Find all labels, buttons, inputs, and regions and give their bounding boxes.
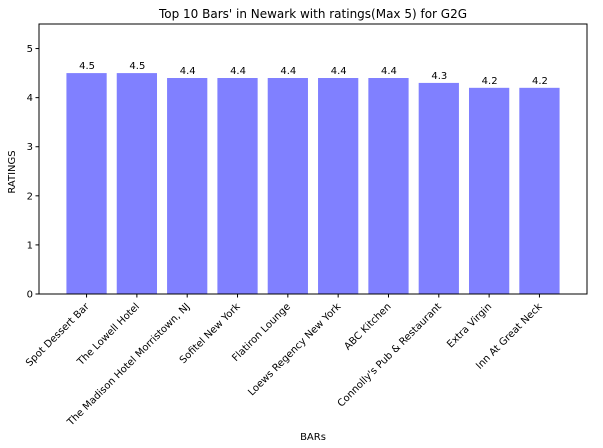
bar (418, 82, 459, 294)
y-tick-label: 1 (27, 240, 33, 251)
bar-value-label: 4.4 (280, 66, 296, 77)
bar (167, 78, 208, 294)
y-axis-label: RATINGS (7, 150, 18, 193)
x-axis-label: BARs (300, 432, 326, 443)
bar-value-label: 4.4 (180, 66, 196, 77)
chart-title: Top 10 Bars' in Newark with ratings(Max … (158, 7, 467, 21)
bar-value-label: 4.5 (129, 61, 145, 72)
bar-value-label: 4.4 (230, 66, 246, 77)
bar-value-label: 4.5 (79, 61, 95, 72)
bar (368, 78, 409, 294)
bar-value-label: 4.2 (532, 76, 548, 87)
bar-value-label: 4.4 (381, 66, 397, 77)
y-tick-label: 2 (27, 191, 33, 202)
data-labels-layer: 4.5 4.5 4.4 4.4 4.4 4.4 4.4 4.3 4.2 4.2 (79, 61, 548, 87)
bar-value-label: 4.2 (482, 76, 498, 87)
y-axis: 0 1 2 3 4 5 (27, 44, 39, 301)
y-tick-label: 3 (27, 142, 33, 153)
bar-value-label: 4.3 (431, 71, 447, 82)
bar (318, 78, 359, 294)
y-tick-label: 0 (27, 290, 33, 301)
bar (217, 78, 258, 294)
y-tick-label: 5 (27, 44, 33, 55)
bar (519, 87, 560, 295)
bars-layer (66, 73, 560, 295)
bar (267, 78, 308, 294)
plot-frame (38, 23, 588, 295)
y-tick-label: 4 (27, 93, 33, 104)
bar (116, 73, 158, 294)
bar (468, 87, 510, 295)
bar (66, 73, 107, 294)
bar-value-label: 4.4 (331, 66, 347, 77)
